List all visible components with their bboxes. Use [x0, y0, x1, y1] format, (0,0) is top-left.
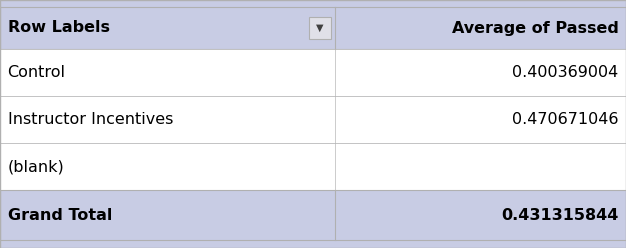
- Text: Instructor Incentives: Instructor Incentives: [8, 112, 173, 127]
- Text: 0.431315844: 0.431315844: [501, 208, 618, 222]
- Bar: [0, 190, 626, 240]
- Bar: [0, 7, 626, 49]
- Text: 0.470671046: 0.470671046: [512, 112, 618, 127]
- Text: Row Labels: Row Labels: [8, 21, 110, 35]
- Text: Grand Total: Grand Total: [8, 208, 112, 222]
- Bar: [0, 96, 626, 143]
- Text: 0.400369004: 0.400369004: [512, 65, 618, 80]
- Bar: [0, 143, 626, 190]
- Text: ▼: ▼: [316, 23, 324, 33]
- Text: (blank): (blank): [8, 159, 64, 174]
- Bar: [0, 49, 626, 96]
- Text: Average of Passed: Average of Passed: [451, 21, 618, 35]
- Bar: [309, 17, 331, 39]
- Text: Control: Control: [8, 65, 66, 80]
- Bar: [0, 0, 626, 7]
